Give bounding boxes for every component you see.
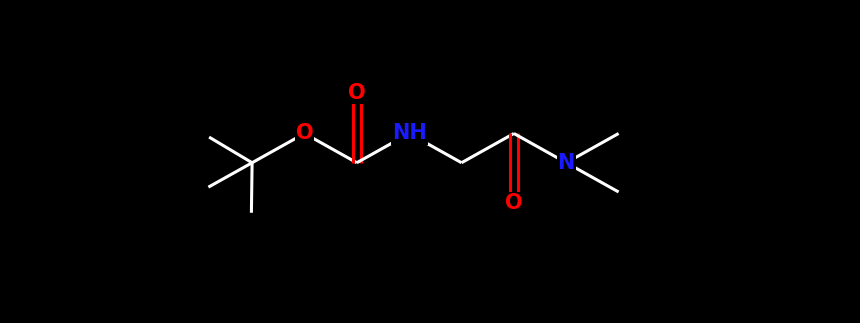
Text: NH: NH: [392, 123, 427, 143]
Text: O: O: [296, 123, 313, 143]
Text: N: N: [557, 153, 575, 173]
Text: O: O: [348, 83, 366, 103]
Text: O: O: [505, 193, 523, 213]
